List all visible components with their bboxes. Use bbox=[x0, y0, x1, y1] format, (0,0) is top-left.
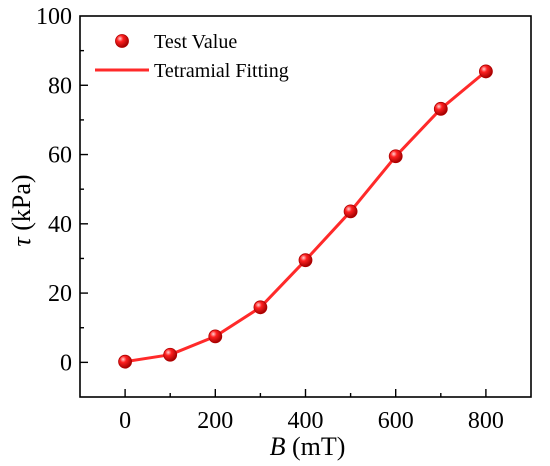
data-point bbox=[478, 64, 493, 79]
data-point bbox=[433, 101, 448, 116]
x-axis-title: B (mT) bbox=[270, 432, 346, 461]
x-tick-label: 200 bbox=[197, 408, 233, 434]
data-point bbox=[343, 204, 358, 219]
y-tick-label: 20 bbox=[48, 281, 72, 307]
data-point bbox=[298, 253, 313, 268]
fit-line bbox=[124, 70, 487, 364]
y-tick-label: 100 bbox=[36, 4, 72, 30]
data-point bbox=[163, 347, 178, 362]
data-point bbox=[118, 354, 132, 369]
y-tick-label: 40 bbox=[48, 212, 72, 238]
legend-marker-test-value bbox=[115, 34, 129, 48]
x-tick-label: 400 bbox=[288, 408, 324, 434]
x-tick-label: 600 bbox=[378, 408, 414, 434]
data-point bbox=[253, 300, 268, 315]
plot-frame bbox=[79, 15, 532, 398]
y-tick-label: 60 bbox=[48, 143, 72, 169]
data-points-layer bbox=[118, 64, 493, 369]
legend-label-fitting: Tetramial Fitting bbox=[154, 60, 289, 82]
x-tick-label: 0 bbox=[119, 408, 131, 434]
y-axis-title: τ (kPa) bbox=[7, 174, 36, 246]
legend: Test Value Tetramial Fitting bbox=[95, 31, 289, 82]
legend-label-test-value: Test Value bbox=[154, 31, 237, 53]
y-tick-label: 0 bbox=[60, 350, 72, 376]
x-tick-label: 800 bbox=[468, 408, 504, 434]
data-point bbox=[208, 329, 223, 344]
fit-line-layer bbox=[124, 70, 487, 364]
axis-ticks bbox=[80, 49, 487, 397]
y-tick-label: 80 bbox=[48, 73, 72, 99]
data-point bbox=[388, 149, 403, 164]
tick-labels: 0 200 400 600 800 0 20 40 60 80 100 bbox=[36, 4, 504, 434]
